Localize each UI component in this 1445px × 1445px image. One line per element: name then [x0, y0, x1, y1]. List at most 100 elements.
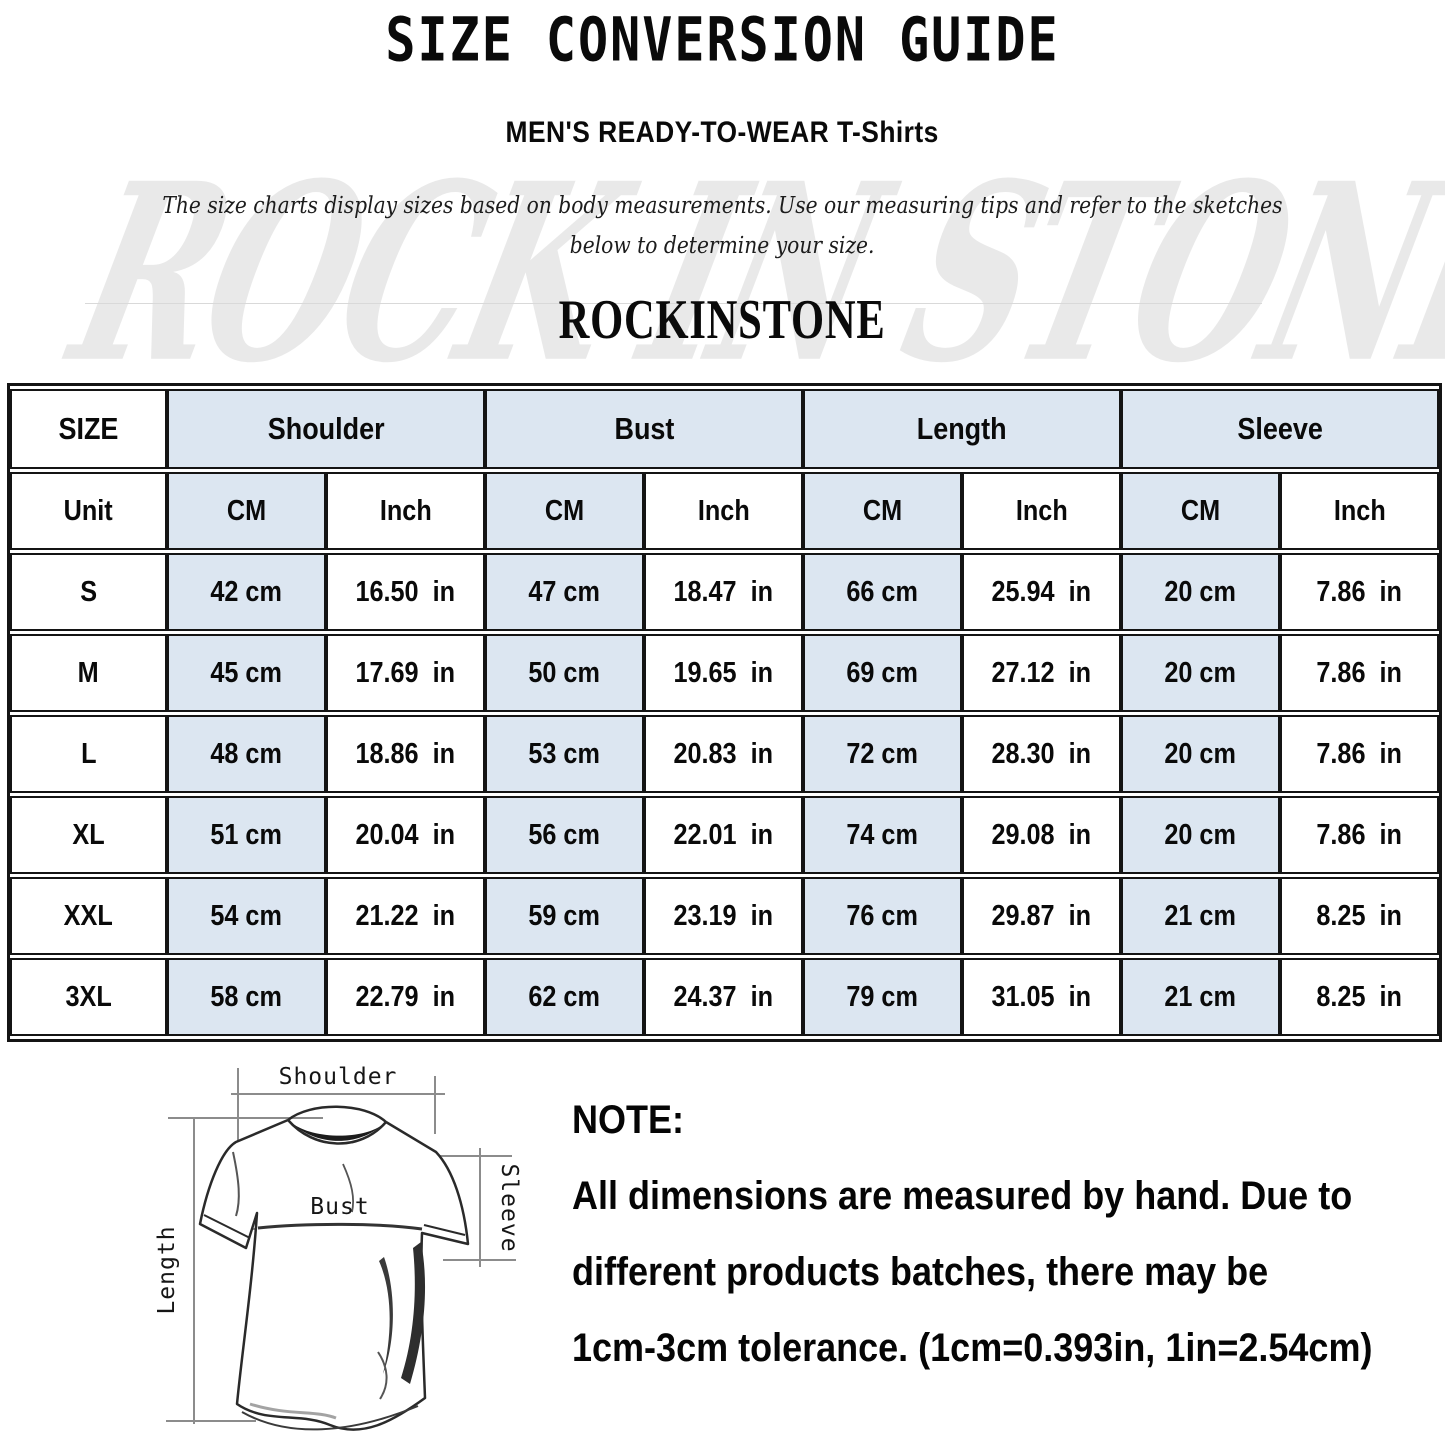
unit-cell-length-inch: Inch [962, 472, 1122, 550]
unit-cell-length-cm: CM [803, 472, 963, 550]
measure-cell: 79 cm [803, 958, 963, 1036]
measure-cell: 22.01 in [644, 796, 804, 874]
measure-cell: 7.86 in [1280, 715, 1440, 793]
sleeve-label: Sleeve [496, 1163, 522, 1252]
table-row-l: L 48 cm 18.86 in 53 cm 20.83 in 72 cm 28.30 in… [10, 715, 1440, 793]
note-line-3: 1cm-3cm tolerance. (1cm=0.393in, 1in=2.5… [572, 1326, 1373, 1370]
brand-watermark: ROCK IN STONE [50, 129, 1445, 417]
length-label: Length [154, 1225, 180, 1314]
table-group-header-row: SIZE Shoulder Bust Length Sleeve [10, 389, 1440, 469]
measure-cell: 20.04 in [326, 796, 485, 874]
col-header-length: Length [803, 389, 1122, 469]
description-line-1: The size charts display sizes based on b… [162, 193, 1283, 219]
measure-cell: 29.87 in [962, 877, 1122, 955]
measure-cell: 29.08 in [962, 796, 1122, 874]
col-header-shoulder: Shoulder [167, 389, 485, 469]
sleeve-cuff-left [203, 1214, 251, 1239]
description-line-2: below to determine your size. [570, 233, 875, 259]
measure-cell: 74 cm [803, 796, 963, 874]
shadow-right-side [401, 1242, 426, 1384]
measure-cell: 50 cm [485, 634, 644, 712]
measure-cell: 59 cm [485, 877, 644, 955]
measure-cell: 7.86 in [1280, 634, 1440, 712]
measure-cell: 20.83 in [644, 715, 804, 793]
measure-cell: 21 cm [1121, 958, 1281, 1036]
table-row-3xl: 3XL 58 cm 22.79 in 62 cm 24.37 in 79 cm 31.05 … [10, 958, 1440, 1036]
size-label-cell: M [10, 634, 167, 712]
measure-cell: 28.30 in [962, 715, 1122, 793]
size-label-cell: S [10, 553, 167, 631]
measure-cell: 18.47 in [644, 553, 804, 631]
measure-cell: 72 cm [803, 715, 963, 793]
sleeve-cuff-right [423, 1224, 466, 1236]
tshirt-outline [198, 1118, 470, 1431]
size-label-cell: XXL [10, 877, 167, 955]
col-header-sleeve: Sleeve [1121, 389, 1440, 469]
bust-sketch-line [257, 1222, 423, 1231]
unit-cell-bust-inch: Inch [644, 472, 804, 550]
note-line-1: All dimensions are measured by hand. Due… [572, 1174, 1353, 1218]
tshirt-sketch [198, 1105, 470, 1431]
tshirt-measurement-diagram: Shoulder Bust Length Sleeve [154, 1064, 522, 1431]
unit-header-cell: Unit [10, 472, 167, 550]
table-row-m: M 45 cm 17.69 in 50 cm 19.65 in 69 cm 27.12 in… [10, 634, 1440, 712]
unit-cell-shoulder-cm: CM [167, 472, 326, 550]
measure-cell: 20 cm [1121, 796, 1281, 874]
divider-line [85, 303, 1262, 304]
measure-cell: 62 cm [485, 958, 644, 1036]
measure-cell: 66 cm [803, 553, 963, 631]
measure-cell: 69 cm [803, 634, 963, 712]
table-row-xxl: XXL 54 cm 21.22 in 59 cm 23.19 in 76 cm 29.87 … [10, 877, 1440, 955]
measure-cell: 8.25 in [1280, 958, 1440, 1036]
measure-cell: 20 cm [1121, 715, 1281, 793]
page-title: SIZE CONVERSION GUIDE [385, 4, 1060, 76]
wrinkle-chest [342, 1163, 355, 1213]
unit-cell-sleeve-inch: Inch [1280, 472, 1440, 550]
table-row-xl: XL 51 cm 20.04 in 56 cm 22.01 in 74 cm 29.08 i… [10, 796, 1440, 874]
hem-shading [249, 1402, 337, 1420]
measure-cell: 8.25 in [1280, 877, 1440, 955]
unit-cell-shoulder-inch: Inch [326, 472, 485, 550]
measure-cell: 54 cm [167, 877, 326, 955]
measure-cell: 19.65 in [644, 634, 804, 712]
measure-cell: 22.79 in [326, 958, 485, 1036]
measure-cell: 20 cm [1121, 634, 1281, 712]
measure-cell: 24.37 in [644, 958, 804, 1036]
col-header-bust: Bust [485, 389, 804, 469]
measure-cell: 58 cm [167, 958, 326, 1036]
measure-cell: 45 cm [167, 634, 326, 712]
note-section: NOTE: All dimensions are measured by han… [572, 1082, 1392, 1386]
wrinkle-waist [377, 1351, 388, 1400]
measure-cell: 7.86 in [1280, 553, 1440, 631]
size-conversion-table: SIZE Shoulder Bust Length Sleeve Unit CM… [7, 383, 1443, 1042]
note-line-2: different products batches, there may be [572, 1250, 1269, 1294]
measure-cell: 27.12 in [962, 634, 1122, 712]
col-header-size: SIZE [10, 389, 167, 469]
measure-cell: 51 cm [167, 796, 326, 874]
size-label-cell: L [10, 715, 167, 793]
shadow-right-inner [379, 1257, 393, 1374]
measure-cell: 21 cm [1121, 877, 1281, 955]
measure-cell: 47 cm [485, 553, 644, 631]
measure-cell: 17.69 in [326, 634, 485, 712]
measure-cell: 20 cm [1121, 553, 1281, 631]
wrinkle-left-sleeve [232, 1151, 240, 1217]
collar-shading [292, 1123, 382, 1141]
note-heading: NOTE: [572, 1098, 684, 1142]
measure-cell: 7.86 in [1280, 796, 1440, 874]
collar-bottom [287, 1119, 387, 1145]
shoulder-label: Shoulder [279, 1064, 398, 1090]
page-subtitle: MEN'S READY-TO-WEAR T-Shirts [505, 116, 940, 149]
hem-fold-line [241, 1405, 419, 1431]
collar-top [287, 1105, 387, 1123]
brand-name: ROCKINSTONE [559, 289, 886, 351]
measure-cell: 31.05 in [962, 958, 1122, 1036]
unit-cell-bust-cm: CM [485, 472, 644, 550]
measure-cell: 16.50 in [326, 553, 485, 631]
measure-cell: 23.19 in [644, 877, 804, 955]
bust-label: Bust [310, 1194, 369, 1220]
table-unit-row: Unit CM Inch CM Inch CM Inch CM Inch [10, 472, 1440, 550]
unit-cell-sleeve-cm: CM [1121, 472, 1281, 550]
size-label-cell: 3XL [10, 958, 167, 1036]
